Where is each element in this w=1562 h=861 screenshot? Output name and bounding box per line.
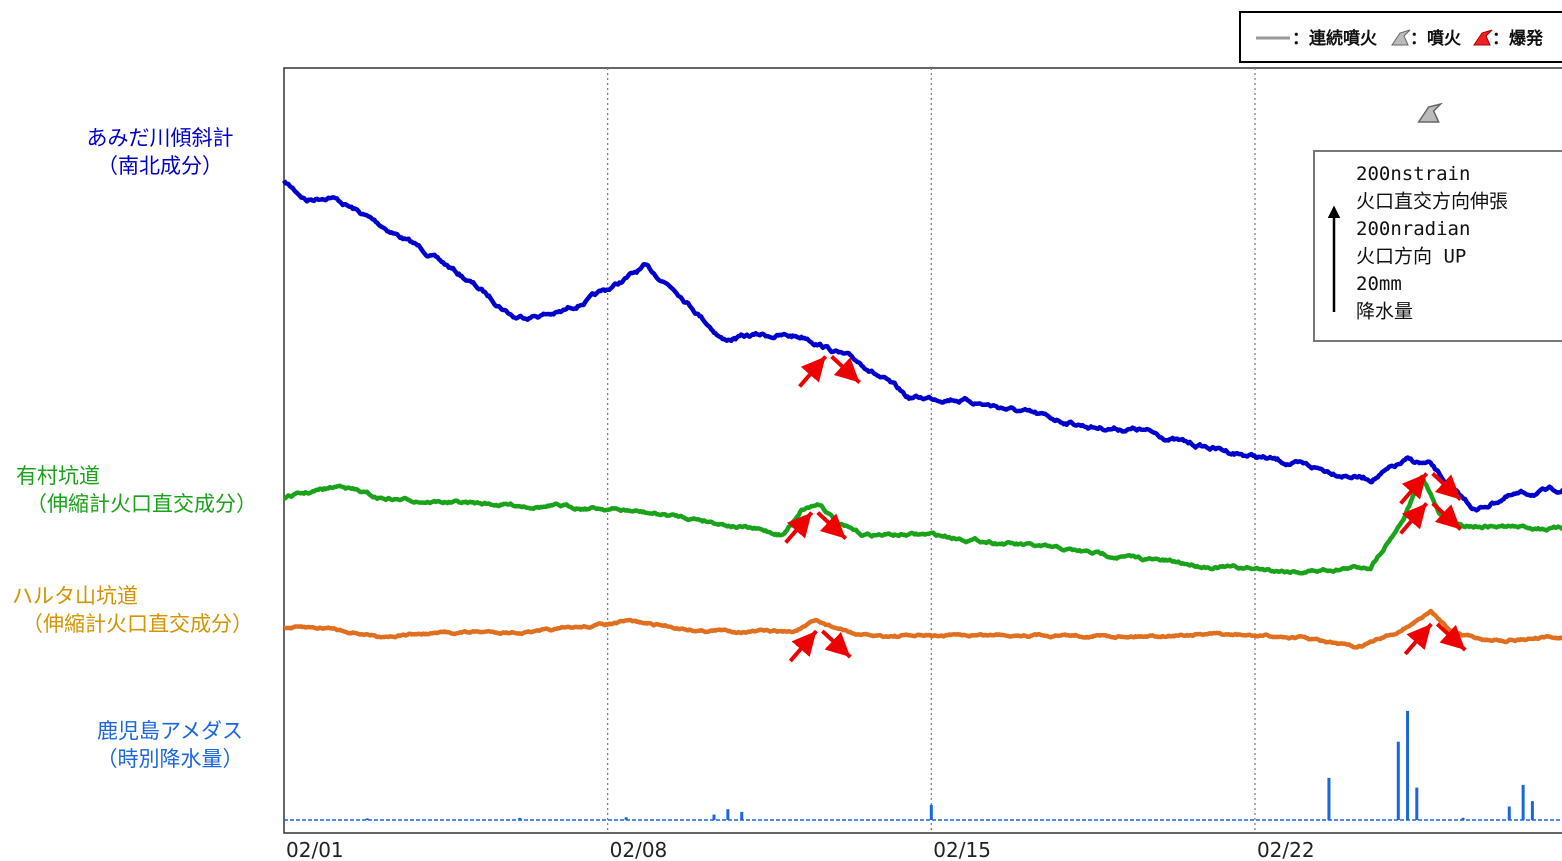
peak-arrow-up [800,357,826,387]
rain-bar [1415,788,1418,820]
rain-bar [1531,801,1534,820]
rain-bar [366,818,369,820]
eruption-marker [1419,104,1441,122]
rain-bar [1508,807,1511,821]
rain-bar [625,817,628,820]
peak-arrow-down [1433,503,1461,529]
series-line [284,611,1562,647]
rain-bar [1406,711,1409,820]
x-tick-label: 02/15 [933,838,991,861]
legend-continuous-label: ：連続噴火 [1292,28,1378,49]
peak-arrow-up [790,631,816,661]
rain-bar [930,805,933,820]
grid-layer [608,68,1255,833]
peak-arrow-down [822,631,850,657]
legend-eruption-label: ：噴火 [1410,29,1462,49]
series-label: ハルタ山坑道（伸縮計火口直交成分） [12,584,253,636]
scale-line: 降水量 [1356,301,1413,323]
label-layer: あみだ川傾斜計（南北成分） 有村坑道（伸縮計火口直交成分） ハルタ山坑道（伸縮計火口… [12,104,1441,771]
series-label: 鹿児島アメダス（時別降水量） [97,719,244,771]
series-label: 有村坑道（伸縮計火口直交成分） [16,464,257,516]
scale-line: 200nradian [1356,218,1470,240]
x-tick-label: 02/22 [1257,838,1315,861]
x-tick-label: 02/08 [610,838,668,861]
scale-line: 20mm [1356,273,1402,295]
rain-bar [726,809,729,820]
rain-bar [1327,778,1330,820]
rain-bar [713,815,716,820]
series-label: あみだ川傾斜計（南北成分） [87,126,234,178]
rain-bar [1462,818,1465,820]
series-line [284,477,1562,573]
rain-bar [1397,742,1400,820]
peak-arrow-down [1433,474,1461,500]
arrow-layer [786,357,1466,662]
x-tick-label: 02/01 [286,838,344,861]
rain-bar [1522,785,1525,820]
rain-bar [740,812,743,820]
scale-box: 200nstrain 火口直交方向伸張 200nradian 火口方向 UP 20m… [1314,151,1562,341]
rain-layer [284,711,1562,820]
scale-line: 火口方向 UP [1356,246,1466,268]
scale-line: 200nstrain [1356,163,1470,185]
legend-explosion-label: ：爆発 [1492,28,1544,49]
rain-bar [518,818,521,820]
legend-box: ：連続噴火 ：噴火 ：爆発 [1240,12,1562,62]
tick-layer: 02/01 02/08 02/15 02/22 [286,838,1315,861]
scale-line: 火口直交方向伸張 [1356,191,1508,213]
